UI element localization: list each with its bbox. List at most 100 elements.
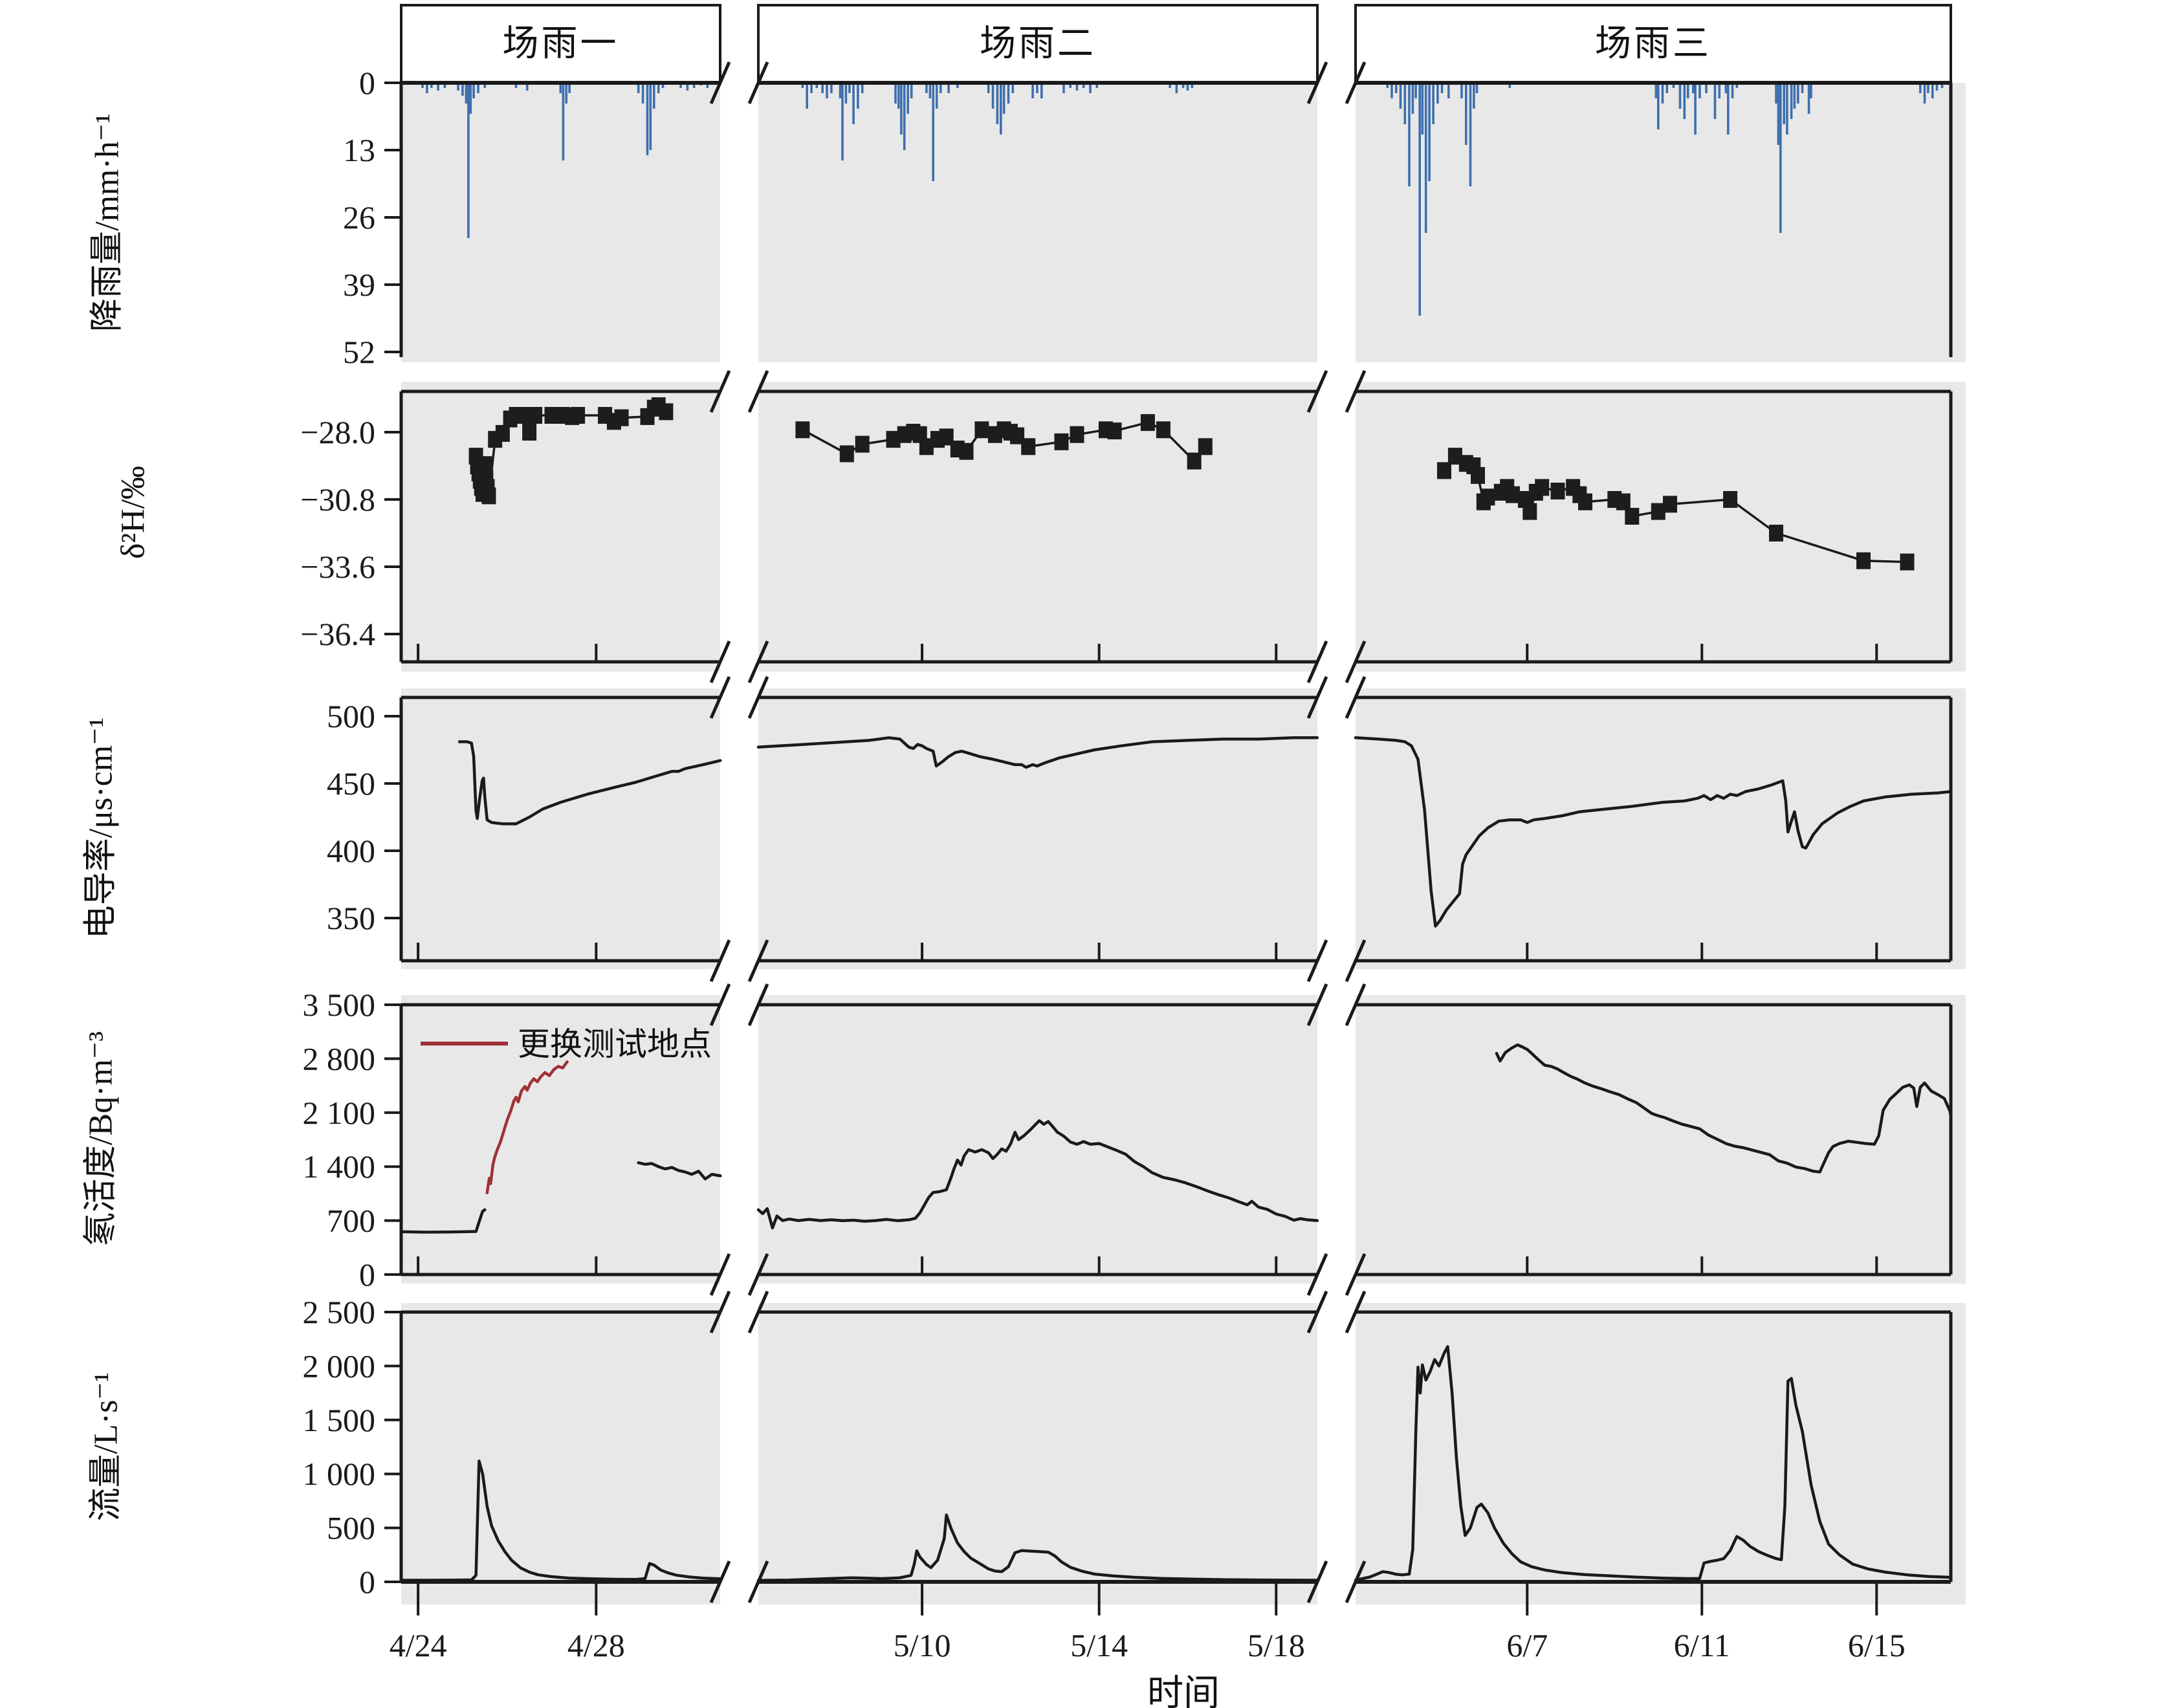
rain-bar: [1075, 83, 1079, 91]
rain-bar: [940, 83, 942, 93]
rain-y-tick-label: 0: [359, 65, 375, 101]
d2h-y-tick-label: −28.0: [300, 414, 375, 450]
rain-bar: [1002, 83, 1006, 114]
rain-bar: [810, 83, 813, 93]
rain-bar: [1169, 83, 1171, 88]
rain-bar: [421, 83, 424, 88]
flow-line: [1354, 1345, 1953, 1582]
axis-break-slash: [1306, 1290, 1328, 1334]
rain-bar: [679, 83, 682, 88]
rain-bar: [1807, 83, 1810, 114]
rain-bar: [443, 83, 446, 88]
radon-line-black: [1495, 1043, 1953, 1174]
axis-break-slash: [1306, 1560, 1328, 1604]
d2h-marker: [1550, 483, 1565, 499]
radon-y-tick-label: 3 500: [303, 987, 376, 1023]
rain-bar: [841, 83, 844, 160]
rain-bar: [1718, 83, 1721, 98]
rain-bar: [1082, 83, 1085, 88]
axis-break-slash: [1306, 1253, 1328, 1297]
rain-bar: [1175, 83, 1178, 93]
rain-bar: [472, 83, 475, 98]
rain-bar: [653, 83, 655, 109]
d2h-marker: [1107, 422, 1122, 440]
rain-y-tick-label: 26: [343, 199, 375, 235]
d2h-marker: [1900, 553, 1915, 571]
d2h-marker: [839, 445, 854, 463]
d2h-y-tick-label: −33.6: [300, 549, 375, 585]
rain-bar: [947, 83, 950, 93]
rain-bar: [1475, 83, 1478, 93]
rain-bar: [1686, 83, 1689, 98]
x-tick-label: 6/15: [1848, 1627, 1906, 1663]
rain-bar: [641, 83, 644, 104]
axis-break-slash: [1345, 640, 1367, 684]
rain-bar: [1705, 83, 1708, 93]
rain-bar: [991, 83, 995, 109]
radon-y-tick-label: 2 100: [303, 1095, 376, 1131]
d2h-marker: [1437, 462, 1451, 479]
rain-bar: [1440, 83, 1444, 93]
radon-y-tick-label: 0: [359, 1256, 375, 1293]
rain-bar: [559, 83, 562, 93]
x-tick-label: 4/28: [567, 1627, 625, 1663]
d2h-y-tick-label: −30.8: [300, 481, 375, 518]
d2h-marker: [886, 431, 901, 448]
rain-bar: [1007, 83, 1010, 104]
flow-y-tick-label: 1 500: [303, 1402, 376, 1438]
axis-break-slash: [709, 640, 731, 684]
d2h-marker: [1856, 552, 1871, 569]
d2h-marker: [1070, 426, 1084, 443]
rain-bar: [649, 83, 652, 150]
rain-bar: [525, 83, 529, 91]
rain-bar: [897, 83, 900, 109]
rain-bar: [1779, 83, 1782, 233]
rain-bar: [469, 83, 472, 114]
x-tick-label: 5/18: [1247, 1627, 1305, 1663]
rain-bar: [907, 83, 909, 114]
rain-bar: [1940, 83, 1944, 88]
rain-bar: [910, 83, 913, 98]
cond-y-tick-label: 450: [327, 765, 375, 802]
axis-break-slash: [709, 1290, 731, 1334]
d2h-marker: [959, 443, 974, 460]
radon-line-black: [756, 1119, 1319, 1230]
rain-bar: [1414, 83, 1417, 98]
rain-bar: [1390, 83, 1393, 98]
rain-bar: [900, 83, 903, 135]
x-tick-label: 4/24: [390, 1627, 447, 1663]
d2h-marker: [1506, 486, 1520, 503]
rain-bar: [1698, 83, 1701, 98]
rain-bar: [426, 83, 428, 93]
rain-bar: [1418, 83, 1421, 316]
rain-bar: [514, 83, 518, 88]
d2h-marker: [1535, 479, 1550, 496]
rain-bar: [1783, 83, 1785, 124]
d2h-marker: [1054, 433, 1069, 450]
x-tick-label: 6/7: [1506, 1627, 1548, 1663]
rain-bar: [932, 83, 934, 181]
rain-event-header-box: [400, 4, 721, 84]
d2h-marker: [614, 409, 629, 426]
axis-break-slash: [747, 939, 769, 983]
rain-bar: [1469, 83, 1472, 186]
d2h-marker: [1140, 414, 1155, 432]
rain-bar: [1403, 83, 1407, 124]
d2h-marker: [974, 421, 989, 439]
d2h-marker: [1447, 448, 1462, 465]
rain-bar: [1186, 83, 1189, 91]
rain-panel-background: [1356, 83, 1966, 362]
rain-bar: [1654, 83, 1658, 98]
axis-break-slash: [747, 675, 769, 719]
rain-bar: [1395, 83, 1398, 93]
rain-bar: [1810, 83, 1812, 98]
d2h-marker: [1480, 488, 1495, 506]
axis-break-slash: [1345, 1560, 1367, 1604]
axis-break-slash: [747, 61, 769, 105]
rain-bar: [861, 83, 864, 93]
rain-bar: [1000, 83, 1002, 135]
rain-bar: [461, 83, 464, 96]
rain-bar: [1790, 83, 1793, 119]
